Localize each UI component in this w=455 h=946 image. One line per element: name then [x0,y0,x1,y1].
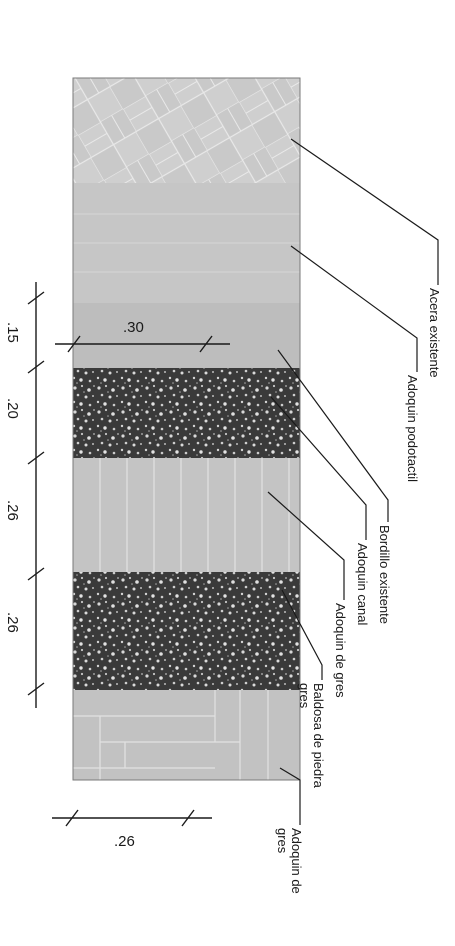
dim-width-top: .30 [123,319,144,336]
band-acera-existente [73,78,300,183]
leader-lines [267,138,439,825]
band-adoquin-gres [73,458,300,572]
dim-d2: .20 [4,398,21,419]
label-adoquin-de-gres-2: gres [275,828,290,854]
band-adoquin-de-gres [73,690,300,780]
gres-vertical-lines [99,458,290,572]
label-baldosa-piedra-1: Baldosa de piedra [311,683,326,789]
label-adoquin-podotactil: Adoquin podotactil [405,375,420,482]
width-dimension-top [55,335,230,353]
band-bordillo-existente [73,303,300,368]
label-baldosa-piedra-2: gres [297,683,312,709]
label-adoquin-gres: Adoquin de gres [333,603,348,698]
adoquin-de-gres-joints [73,690,269,780]
width-dimension-bottom [52,809,212,827]
dim-width-bottom: .26 [114,833,135,850]
label-adoquin-canal: Adoquin canal [355,543,370,626]
dim-d4: .26 [4,612,21,633]
vertical-dimension-chain [27,282,45,708]
band-adoquin-canal [73,368,300,458]
podotactil-lines [73,213,300,273]
dim-d1: .15 [4,322,21,343]
label-bordillo-existente: Bordillo existente [377,525,392,624]
label-acera-existente: Acera existente [427,288,442,378]
dim-d3: .26 [4,500,21,521]
label-adoquin-de-gres-1: Adoquin de [289,828,304,894]
section-outline [72,77,301,781]
band-baldosa-piedra [73,572,300,690]
